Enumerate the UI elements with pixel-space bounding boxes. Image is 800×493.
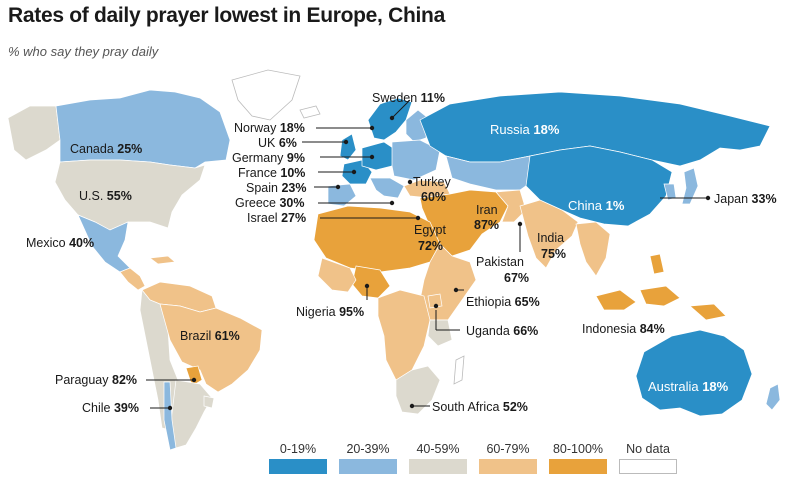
argentina-shape [169,379,213,449]
madagascar-shape [453,355,465,385]
central-africa-shape [377,289,431,381]
label-pakistan-name: Pakistan [476,255,524,269]
label-australia: Australia 18% [648,379,729,394]
label-iran-value: 87% [474,218,499,232]
central-america-shape [119,267,146,291]
greenland-shape [231,69,301,121]
legend-swatch [549,459,607,474]
legend-swatch [339,459,397,474]
australia-shape [635,329,753,417]
legend-swatch [619,459,677,474]
indonesia-east-shape [639,285,681,307]
label-france: France 10% [238,166,305,180]
legend: 0-19% 20-39% 40-59% 60-79% 80-100% No da… [268,442,678,474]
legend-label: 20-39% [346,442,390,456]
legend-label: 0-19% [279,442,317,456]
spain-shape [327,183,357,207]
philippines-shape [649,253,665,275]
uk-shape [339,133,357,161]
label-turkey-name: Turkey [413,175,451,189]
legend-label: 60-79% [486,442,530,456]
southern-africa-shape [395,365,441,415]
indonesia-west-shape [595,289,637,311]
label-mexico: Mexico 40% [26,236,94,250]
label-greece: Greece 30% [235,196,305,210]
legend-swatch [409,459,467,474]
iceland-shape [299,105,321,119]
label-sweden: Sweden 11% [372,91,445,105]
legend-swatch [269,459,327,474]
label-egypt-value: 72% [418,239,443,253]
legend-label: 40-59% [416,442,460,456]
italy-balkans-shape [369,177,405,199]
label-uganda: Uganda 66% [466,324,538,338]
legend-item-20-39: 20-39% [338,442,398,474]
eastern-europe-shape [391,139,441,181]
finland-shape [405,109,429,143]
label-norway: Norway 18% [234,121,305,135]
label-russia: Russia 18% [490,122,560,137]
label-south-africa: South Africa 52% [432,400,528,414]
label-germany: Germany 9% [232,151,305,165]
label-india-value: 75% [541,247,566,261]
legend-item-80-100: 80-100% [548,442,608,474]
label-uk: UK 6% [258,136,297,150]
label-india-name: India [537,231,564,245]
chart-title: Rates of daily prayer lowest in Europe, … [8,4,445,27]
tanzania-shape [427,319,453,347]
southeast-asia-shape [575,221,611,277]
leader-dots [167,115,711,411]
caribbean-shape [149,255,176,265]
pakistan-shape [495,189,527,223]
label-nigeria: Nigeria 95% [296,305,364,319]
chile-shape [163,381,177,451]
label-brazil: Brazil 61% [180,329,240,343]
label-turkey-value: 60% [421,190,446,204]
label-china: China 1% [568,198,625,213]
uganda-shape [427,293,443,309]
legend-item-40-59: 40-59% [408,442,468,474]
leader-lines [146,99,708,409]
label-paraguay: Paraguay 82% [55,373,137,387]
legend-label: 80-100% [552,442,604,456]
japan-shape [681,167,699,205]
legend-item-no-data: No data [618,442,678,474]
label-ethiopia: Ethiopia 65% [466,295,540,309]
uruguay-shape [203,395,215,409]
china-shape [525,145,673,227]
legend-item-0-19: 0-19% [268,442,328,474]
legend-item-60-79: 60-79% [478,442,538,474]
label-egypt-name: Egypt [414,223,446,237]
central-europe-shape [361,141,397,171]
brazil-shape [159,303,263,393]
chart-subtitle: % who say they pray daily [8,44,159,59]
label-indonesia: Indonesia 84% [582,322,665,336]
new-guinea-shape [689,303,727,321]
mexico-shape [77,214,131,273]
label-us: U.S. 55% [79,189,132,203]
west-africa-shape [317,257,357,293]
label-spain: Spain 23% [246,181,307,195]
label-iran-name: Iran [476,203,498,217]
alaska-shape [7,105,61,161]
new-zealand-shape [765,383,781,411]
legend-swatch [479,459,537,474]
canada-shape [55,89,231,169]
label-canada: Canada 25% [70,142,142,156]
label-chile: Chile 39% [82,401,139,415]
label-japan: Japan 33% [714,192,777,206]
label-israel: Israel 27% [247,211,306,225]
legend-label: No data [626,442,670,456]
label-pakistan-value: 67% [504,271,529,285]
